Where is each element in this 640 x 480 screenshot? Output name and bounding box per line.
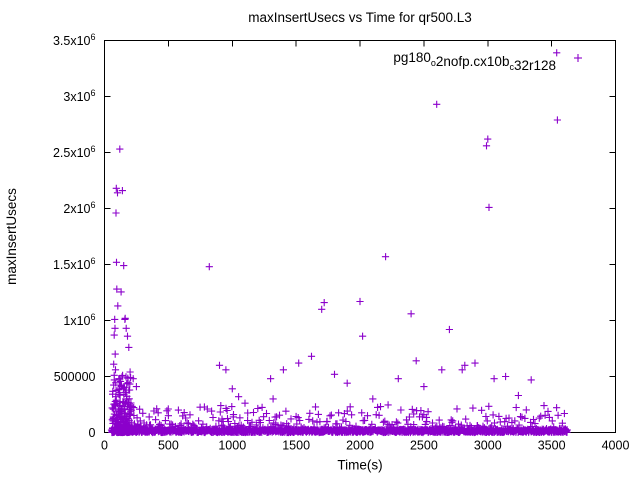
x-axis-label: Time(s) [337, 458, 382, 473]
scatter-marker-set [108, 49, 571, 436]
x-tick-label: 1000 [218, 439, 246, 453]
x-tick-label: 500 [158, 439, 179, 453]
y-tick-label: 500000 [54, 370, 96, 384]
y-axis-ticks: 0 500000 1x106 1.5x106 2x106 2.5x106 3x106 3.5x… [53, 32, 616, 440]
y-axis-label: maxInsertUsecs [4, 188, 19, 285]
y-tick-label: 3.5x106 [53, 32, 96, 48]
y-tick-label: 2.5x106 [53, 144, 96, 160]
scatter-early-cluster [108, 371, 135, 437]
plot-frame [104, 40, 616, 433]
chart-title-group: maxInsertUsecs vs Time for qr500.L3 [248, 10, 472, 25]
legend-marker [574, 54, 582, 62]
x-tick-label: 2000 [346, 439, 374, 453]
data-points [107, 49, 571, 437]
y-tick-label: 2x106 [63, 200, 95, 216]
axis-titles: Time(s) maxInsertUsecs [4, 188, 383, 473]
x-tick-label: 3500 [538, 439, 566, 453]
chart-legend: pg180o2nofp.cx10bc32r128 [393, 50, 582, 73]
x-tick-label: 1500 [282, 439, 310, 453]
x-axis-ticks: 0 500 1000 1500 2000 2500 3000 3500 4000 [101, 40, 630, 453]
x-tick-label: 3000 [474, 439, 502, 453]
y-tick-label: 3x106 [63, 88, 95, 104]
chart-title: maxInsertUsecs vs Time for qr500.L3 [248, 10, 472, 25]
legend-series-label: pg180o2nofp.cx10bc32r128 [393, 50, 556, 73]
x-tick-label: 0 [101, 439, 108, 453]
x-tick-label: 4000 [602, 439, 630, 453]
y-tick-label: 0 [89, 426, 96, 440]
y-tick-label: 1.5x106 [53, 256, 96, 272]
y-tick-label: 1x106 [63, 312, 95, 328]
x-tick-label: 2500 [410, 439, 438, 453]
plot-border [104, 40, 616, 433]
